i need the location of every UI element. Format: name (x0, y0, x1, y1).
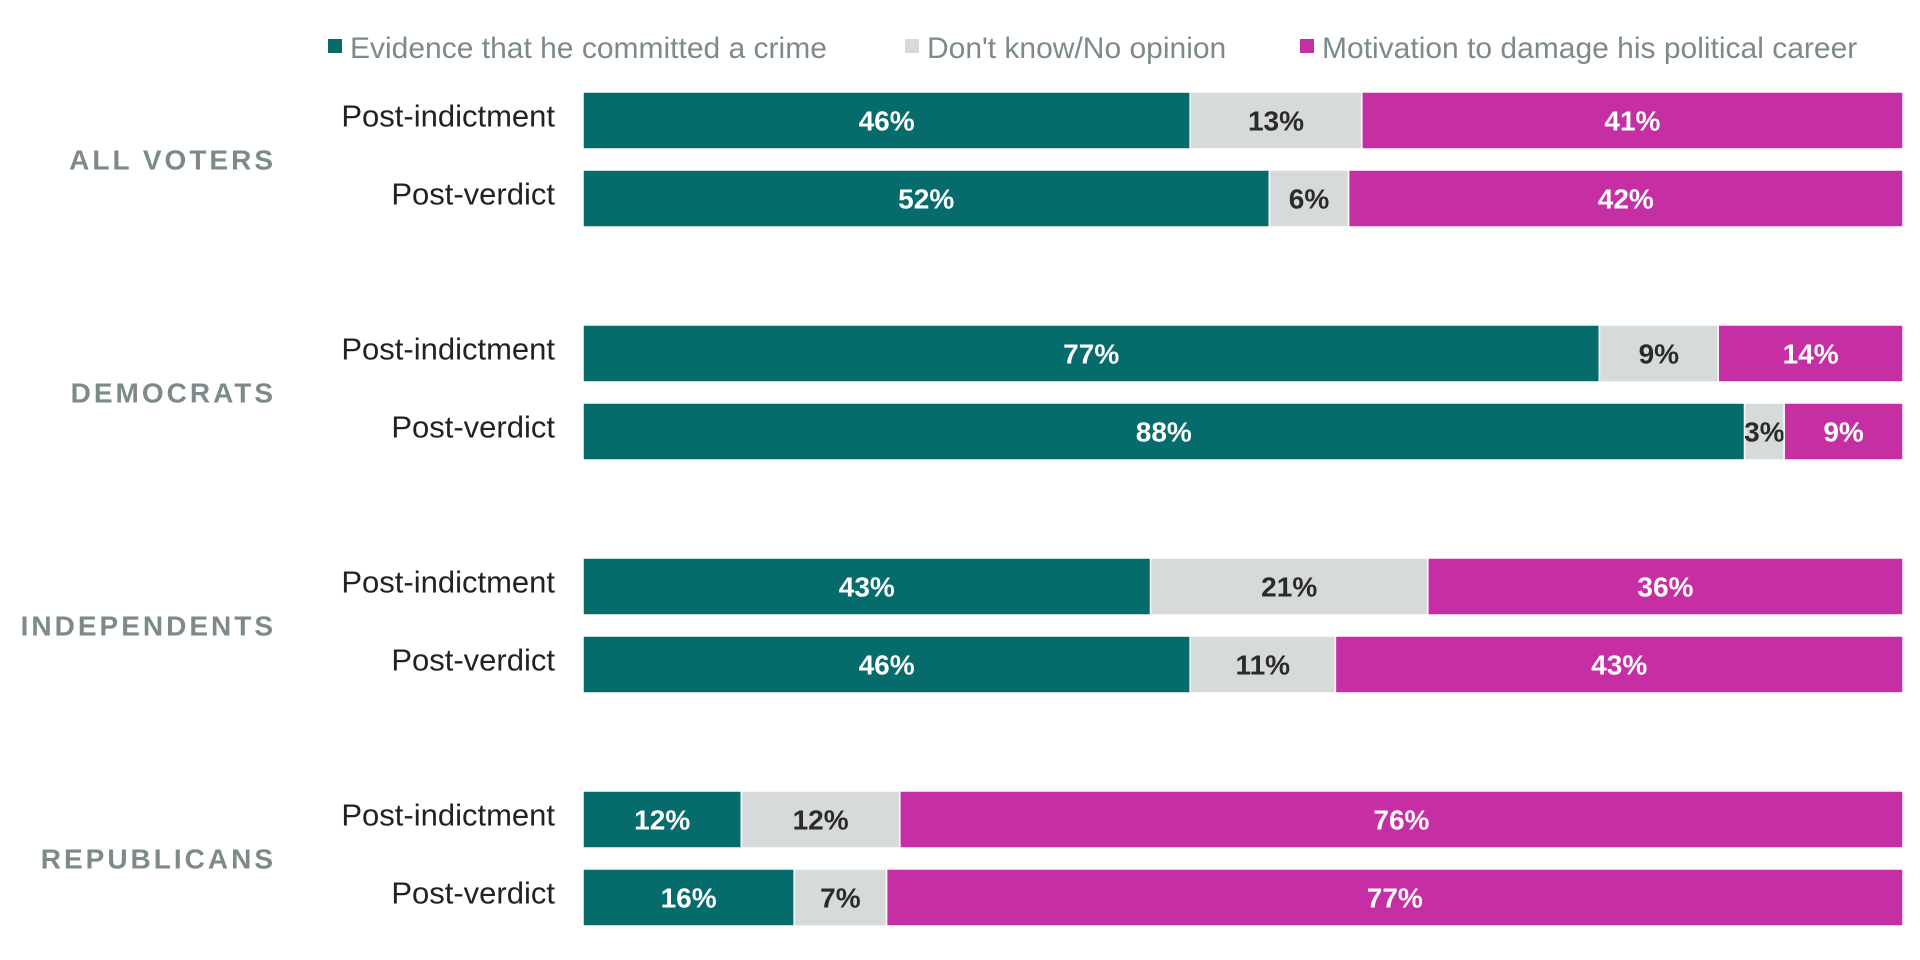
bar-segment-motivation (1717, 324, 1904, 383)
bar-value-label: 6% (1289, 184, 1330, 215)
legend-label-evidence: Evidence that he committed a crime (350, 32, 827, 65)
bar-value-label: 3% (1744, 417, 1785, 448)
group-republicans: REPUBLICANS Post-indictment 12% 12% 76% Post-… (41, 790, 1904, 927)
bar-value-label: 77% (1063, 339, 1119, 370)
bar-value-label: 43% (1591, 650, 1647, 681)
bar-segment-motivation (1361, 91, 1904, 150)
bar-value-label: 9% (1639, 339, 1680, 370)
bar-segment-motivation (899, 790, 1904, 849)
bar-value-label: 16% (661, 883, 717, 914)
bar-value-label: 11% (1236, 650, 1291, 681)
bar-value-label: 36% (1637, 572, 1693, 603)
bar-segment-evidence (582, 324, 1601, 383)
bar-segment-dont_know (1268, 169, 1350, 228)
row-label: Post-verdict (391, 410, 555, 445)
bar-segment-dont_know (1149, 557, 1429, 616)
legend: Evidence that he committed a crime Don't … (328, 32, 1857, 65)
bar-value-label: 12% (793, 805, 849, 836)
bar-value-label: 14% (1783, 339, 1839, 370)
group-all-voters: ALL VOTERS Post-indictment 46% 13% 41% Post-v… (69, 91, 1904, 228)
bar-segment-evidence (582, 169, 1271, 228)
bar-segment-motivation (885, 868, 1904, 927)
chart-groups: ALL VOTERS Post-indictment 46% 13% 41% Post-v… (21, 91, 1904, 927)
group-label: ALL VOTERS (69, 145, 276, 176)
bar-segment-dont_know (793, 868, 888, 927)
legend-label-motivation: Motivation to damage his political caree… (1322, 32, 1857, 65)
row-label: Post-indictment (341, 798, 555, 833)
bar-value-label: 7% (820, 883, 861, 914)
bar-value-label: 76% (1373, 805, 1429, 836)
bar-segment-dont_know (1189, 635, 1337, 694)
bar-segment-evidence (582, 868, 795, 927)
bar-segment-evidence (582, 790, 743, 849)
bar-segment-dont_know (1189, 91, 1363, 150)
group-label: DEMOCRATS (71, 378, 276, 409)
group-democrats: DEMOCRATS Post-indictment 77% 9% 14% Post-ver… (71, 324, 1904, 461)
group-label: INDEPENDENTS (21, 611, 276, 642)
bar-segment-evidence (582, 91, 1191, 150)
bar-segment-evidence (582, 402, 1746, 461)
bar-value-label: 43% (839, 572, 895, 603)
bar-value-label: 41% (1604, 106, 1660, 137)
bar-segment-motivation (1783, 402, 1904, 461)
row-label: Post-indictment (341, 565, 555, 600)
bar-segment-evidence (582, 635, 1191, 694)
row-label: Post-verdict (391, 643, 555, 678)
row-label: Post-indictment (341, 332, 555, 367)
bar-segment-motivation (1427, 557, 1904, 616)
row-label: Post-indictment (341, 99, 555, 134)
bar-value-label: 42% (1598, 184, 1654, 215)
bar-value-label: 88% (1136, 417, 1192, 448)
row-label: Post-verdict (391, 876, 555, 911)
bar-value-label: 46% (859, 650, 915, 681)
legend-swatch-dont_know (905, 39, 919, 53)
bar-segment-motivation (1347, 169, 1904, 228)
group-independents: INDEPENDENTS Post-indictment 43% 21% 36% Post… (21, 557, 1904, 694)
bar-value-label: 46% (859, 106, 915, 137)
bar-value-label: 52% (898, 184, 954, 215)
bar-value-label: 12% (634, 805, 690, 836)
legend-swatch-motivation (1300, 39, 1314, 53)
bar-value-label: 21% (1261, 572, 1317, 603)
bar-value-label: 13% (1248, 106, 1304, 137)
bar-value-label: 77% (1367, 883, 1423, 914)
bar-segment-evidence (582, 557, 1152, 616)
bar-segment-dont_know (1598, 324, 1719, 383)
legend-label-dont_know: Don't know/No opinion (927, 32, 1226, 65)
legend-swatch-evidence (328, 39, 342, 53)
bar-segment-dont_know (740, 790, 901, 849)
bar-value-label: 9% (1823, 417, 1864, 448)
bar-segment-motivation (1334, 635, 1904, 694)
group-label: REPUBLICANS (41, 844, 276, 875)
row-label: Post-verdict (391, 177, 555, 212)
